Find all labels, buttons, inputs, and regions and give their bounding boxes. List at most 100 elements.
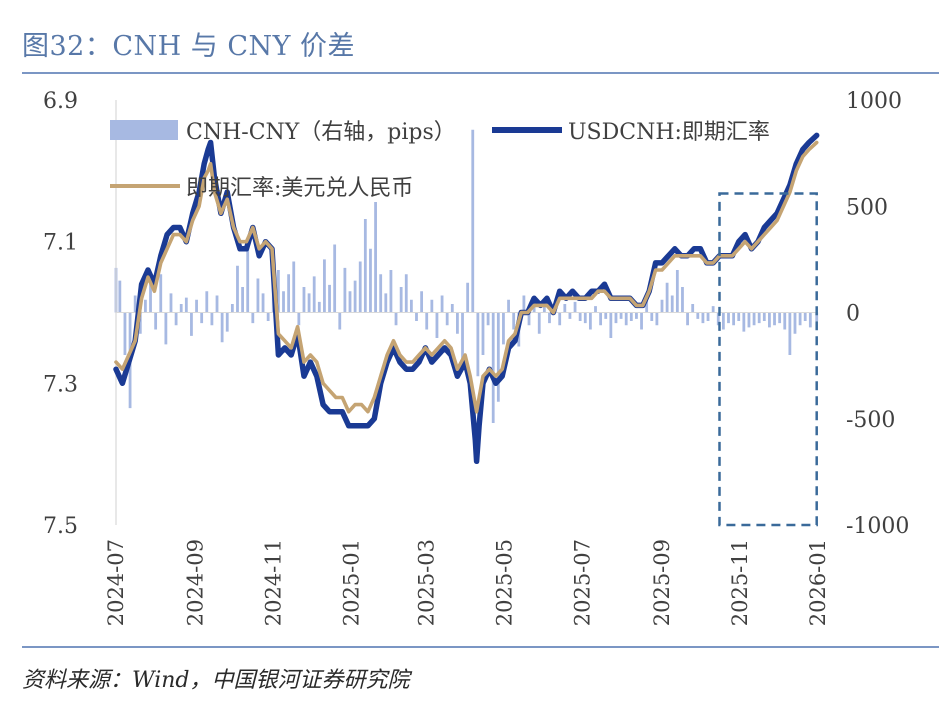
spread-bar-2 <box>123 312 127 355</box>
spread-bar-9 <box>159 274 163 313</box>
spread-bar-32 <box>276 270 280 313</box>
figure-header: 图32：CNH 与 CNY 价差 <box>0 0 951 76</box>
legend-label-usdcny: 即期汇率:美元兑人民币 <box>186 176 413 201</box>
rate-lines <box>113 132 820 465</box>
spread-bar-7 <box>149 282 152 313</box>
spread-bar-73 <box>486 312 490 326</box>
spread-bar-109 <box>670 295 674 313</box>
spread-bar-136 <box>808 312 812 328</box>
spread-bar-46 <box>348 291 352 313</box>
spread-bar-18 <box>205 291 209 313</box>
spread-bar-53 <box>384 293 388 313</box>
left-tick-label-0: 6.9 <box>43 89 78 114</box>
highlight-box-layer <box>718 192 818 527</box>
spread-bar-115 <box>701 312 705 324</box>
spread-bar-27 <box>251 312 255 324</box>
spread-bar-137 <box>815 312 819 321</box>
spread-bar-5 <box>138 312 142 334</box>
spread-bar-120 <box>727 312 730 324</box>
spread-bar-51 <box>374 202 377 313</box>
spread-bar-57 <box>404 274 408 313</box>
spread-bar-129 <box>773 312 776 326</box>
spread-bar-19 <box>210 312 214 326</box>
spread-bar-68 <box>461 312 464 360</box>
spread-bar-58 <box>409 299 413 313</box>
spread-bar-40 <box>317 301 321 313</box>
spread-bar-14 <box>184 297 188 313</box>
spread-bar-128 <box>768 312 771 328</box>
spread-bar-94 <box>594 306 597 313</box>
spread-bar-116 <box>706 312 710 321</box>
spread-bar-91 <box>578 312 582 321</box>
spread-bar-107 <box>660 299 664 313</box>
right-tick-label-4: -1000 <box>846 514 909 539</box>
spread-bar-110 <box>675 270 679 313</box>
spread-bar-30 <box>266 312 270 321</box>
spread-bar-131 <box>783 312 787 330</box>
spread-bar-37 <box>302 287 306 313</box>
spread-bar-60 <box>420 291 424 313</box>
spread-bar-104 <box>645 299 649 313</box>
spread-bar-81 <box>527 312 531 326</box>
spread-bar-66 <box>450 304 454 313</box>
spread-bar-80 <box>522 295 526 313</box>
spread-bar-55 <box>394 312 398 326</box>
right-tick-label-0: 1000 <box>846 89 902 114</box>
spread-bar-71 <box>476 312 480 377</box>
spread-bar-85 <box>548 312 551 324</box>
spread-bar-29 <box>261 293 265 313</box>
spread-bar-127 <box>762 312 766 321</box>
spread-bar-1 <box>118 280 122 313</box>
spread-bar-11 <box>169 293 173 313</box>
spread-bar-52 <box>379 274 383 313</box>
spread-bar-8 <box>154 312 158 330</box>
x-tick-label-1: 2024-09 <box>183 539 207 626</box>
spread-bar-13 <box>179 304 183 313</box>
spread-bar-61 <box>425 312 429 330</box>
spread-bar-111 <box>681 287 684 313</box>
spread-bar-69 <box>466 282 470 313</box>
spread-bar-43 <box>333 244 337 313</box>
spread-bar-25 <box>241 287 244 313</box>
spread-bar-96 <box>604 312 608 319</box>
spread-bar-75 <box>496 312 500 402</box>
spread-bar-108 <box>665 282 669 313</box>
x-tick-label-2: 2024-11 <box>261 539 285 626</box>
spread-bar-28 <box>256 278 260 313</box>
x-tick-label-7: 2025-09 <box>650 539 674 626</box>
spread-bar-38 <box>307 293 311 313</box>
spread-bar-21 <box>220 312 224 343</box>
spread-bar-44 <box>338 312 342 330</box>
spread-bar-17 <box>200 312 204 324</box>
spread-bar-56 <box>399 287 403 313</box>
spread-bar-49 <box>363 219 367 313</box>
source-note: 资料来源：Wind，中国银河证券研究院 <box>22 668 410 693</box>
spread-bar-47 <box>353 280 357 313</box>
spread-bar-124 <box>747 312 751 328</box>
spread-bar-103 <box>640 312 643 330</box>
right-tick-label-3: -500 <box>846 408 895 433</box>
x-tick-label-0: 2024-07 <box>104 539 128 626</box>
legend-label-usdcnh: USDCNH:即期汇率 <box>568 120 770 145</box>
spread-bar-99 <box>619 312 623 319</box>
spread-bar-59 <box>415 312 418 321</box>
right-tick-label-2: 0 <box>846 302 860 327</box>
spread-bar-105 <box>650 312 654 321</box>
spread-bar-88 <box>563 304 567 313</box>
spread-bar-87 <box>558 312 562 326</box>
spread-bar-123 <box>742 312 746 332</box>
spread-bar-98 <box>614 312 618 324</box>
spread-bar-82 <box>532 304 536 313</box>
legend-swatch-spread <box>110 120 178 140</box>
spread-bar-48 <box>358 261 362 313</box>
spread-bar-20 <box>215 295 219 313</box>
spread-bar-135 <box>803 312 807 321</box>
legend-label-spread: CNH-CNY（右轴，pips） <box>186 120 456 145</box>
spread-bar-78 <box>512 312 516 330</box>
spread-bar-35 <box>292 261 296 313</box>
spread-bar-122 <box>737 312 741 321</box>
spread-bar-10 <box>164 312 168 345</box>
spread-bar-89 <box>568 312 572 319</box>
spread-bar-36 <box>297 312 301 326</box>
